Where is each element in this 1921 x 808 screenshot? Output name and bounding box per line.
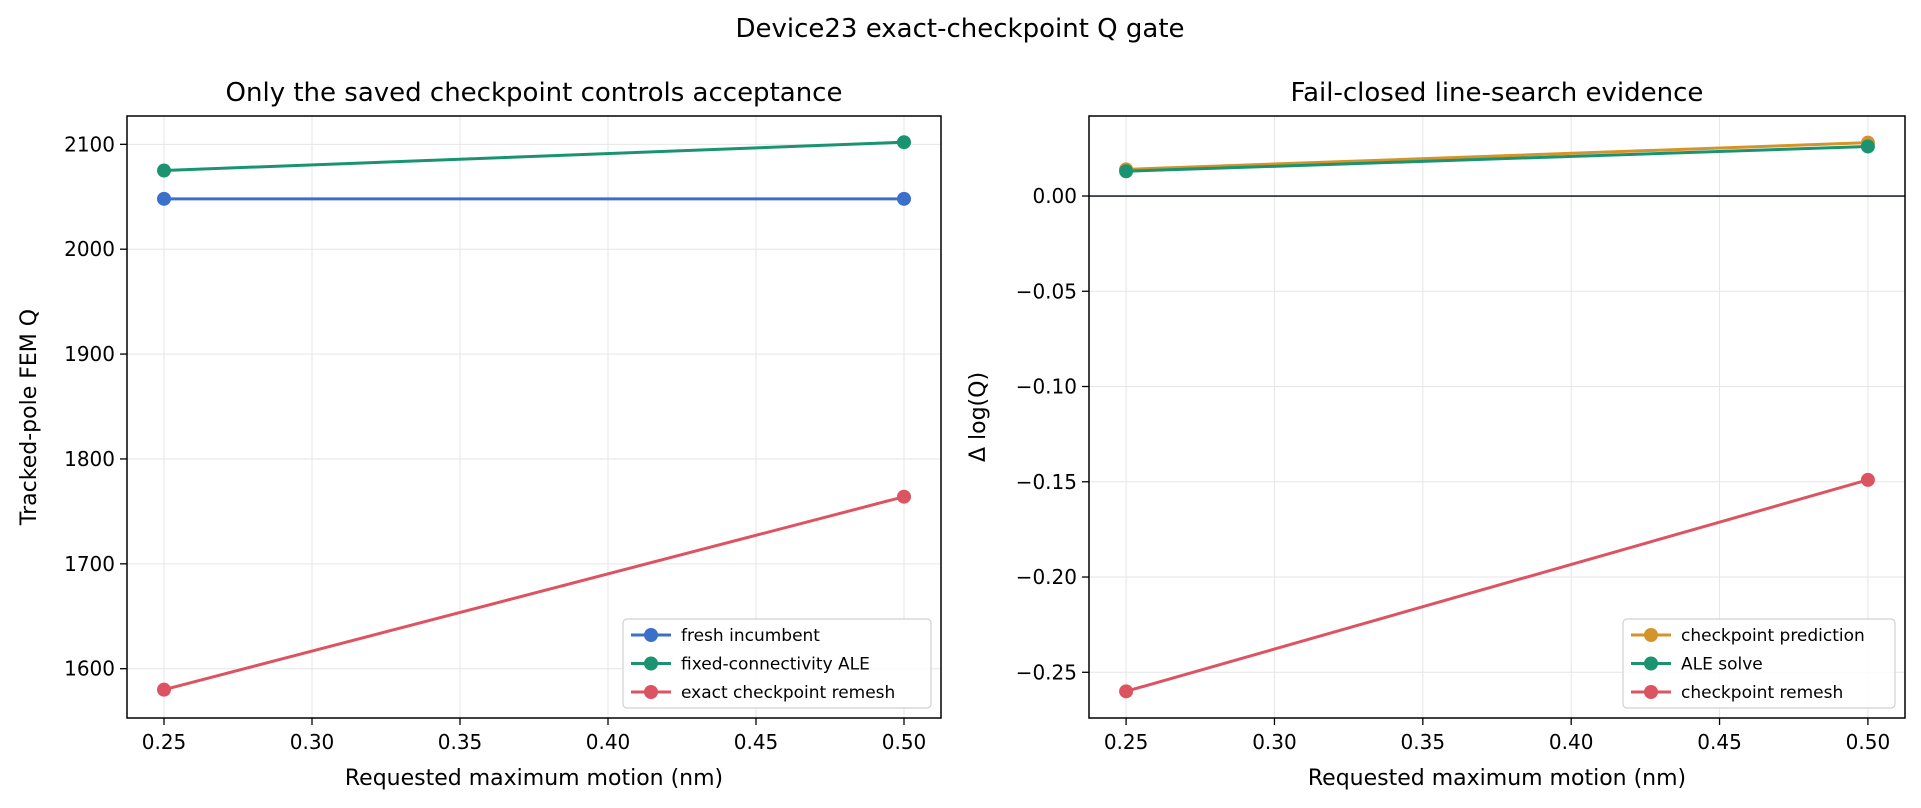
legend-label: checkpoint remesh <box>1681 683 1843 703</box>
y-tick-label: 2000 <box>64 237 115 261</box>
axes-frame <box>126 115 942 719</box>
data-point-3-2 <box>897 489 911 504</box>
y-tick-label: 1800 <box>64 447 115 471</box>
y-tick-label: −0.05 <box>1016 279 1077 303</box>
legend-label: ALE solve <box>1681 655 1763 675</box>
y-tick-label: 1700 <box>64 552 115 576</box>
legend-box <box>622 618 932 709</box>
x-tick-label: 0.35 <box>1401 730 1446 754</box>
chart-panel-2: 0.25 0.30 0.35 0.40 0.45 0.50 0.00 −0.05 −0.10 −0… <box>966 78 1906 791</box>
legend-item-1: checkpoint prediction <box>1631 626 1865 646</box>
x-tick-label: 0.45 <box>734 730 779 754</box>
y-axis-label: Δ log(Q) <box>966 372 991 462</box>
series-line-2 <box>1126 144 1868 173</box>
legend: fresh incumbent fixed-connectivity ALE exa… <box>622 618 932 709</box>
series-line-2 <box>163 140 905 173</box>
y-tick-label: −0.20 <box>1016 565 1077 589</box>
legend-item-1: fresh incumbent <box>631 626 820 646</box>
x-tick-label: 0.50 <box>1846 730 1891 754</box>
x-tick-label: 0.45 <box>1697 730 1742 754</box>
y-tick-label: 2100 <box>64 132 115 156</box>
y-tick-label: 1600 <box>64 657 115 681</box>
data-point-3-1 <box>1119 684 1134 699</box>
data-point-3-1 <box>157 682 171 697</box>
series-line-3 <box>1125 478 1869 693</box>
chart-panel-1: 0.25 0.30 0.35 0.40 0.45 0.50 1600 1700 1800 1900… <box>17 78 942 791</box>
legend-marker <box>1644 628 1658 642</box>
data-point-2-2 <box>897 135 911 150</box>
legend-marker <box>644 656 658 671</box>
x-tick-label: 0.30 <box>290 730 335 754</box>
legend-label: fixed-connectivity ALE <box>681 655 870 675</box>
legend-marker <box>1644 685 1658 699</box>
y-tick-label: 0.00 <box>1032 184 1077 208</box>
data-point-3-2 <box>1860 472 1875 487</box>
x-tick-label: 0.30 <box>1252 730 1297 754</box>
legend-marker <box>644 685 658 699</box>
data-point-2-1 <box>157 163 171 178</box>
chart-title: Fail-closed line-search evidence <box>1291 78 1704 108</box>
legend-item-2: fixed-connectivity ALE <box>631 655 870 675</box>
panels: 0.25 0.30 0.35 0.40 0.45 0.50 1600 1700 1800 1900… <box>17 78 1906 791</box>
legend: checkpoint prediction ALE solve checkpoint… <box>1622 618 1896 709</box>
legend-label: exact checkpoint remesh <box>681 683 895 703</box>
legend-item-2: ALE solve <box>1631 655 1763 675</box>
x-tick-label: 0.40 <box>586 730 631 754</box>
chart-title: Only the saved checkpoint controls accep… <box>226 78 843 108</box>
legend-marker <box>1644 656 1658 671</box>
legend-item-3: checkpoint remesh <box>1631 683 1843 703</box>
data-point-1-1 <box>157 191 171 206</box>
y-tick-label: −0.25 <box>1016 660 1077 684</box>
y-tick-label: 1900 <box>64 342 115 366</box>
x-axis-label: Requested maximum motion (nm) <box>345 766 723 791</box>
series-line-1 <box>1126 141 1868 171</box>
series-line-3 <box>163 495 905 692</box>
y-tick-label: −0.10 <box>1016 375 1077 399</box>
data-point-2-1 <box>1119 164 1134 179</box>
x-axis-label: Requested maximum motion (nm) <box>1308 766 1686 791</box>
y-axis-label: Tracked-pole FEM Q <box>17 309 42 526</box>
x-tick-label: 0.35 <box>438 730 483 754</box>
figure-title: Device23 exact-checkpoint Q gate <box>735 14 1184 44</box>
data-point-1-2 <box>897 191 911 206</box>
axes-frame <box>1088 115 1906 719</box>
x-tick-label: 0.25 <box>142 730 187 754</box>
legend-item-3: exact checkpoint remesh <box>631 683 895 703</box>
legend-marker <box>644 628 658 642</box>
y-tick-label: −0.15 <box>1016 470 1077 494</box>
data-point-2-2 <box>1860 139 1875 154</box>
x-tick-label: 0.25 <box>1104 730 1149 754</box>
x-tick-label: 0.50 <box>882 730 927 754</box>
legend-label: fresh incumbent <box>681 626 820 646</box>
x-tick-label: 0.40 <box>1549 730 1594 754</box>
legend-box <box>1622 618 1896 709</box>
legend-label: checkpoint prediction <box>1681 626 1865 646</box>
